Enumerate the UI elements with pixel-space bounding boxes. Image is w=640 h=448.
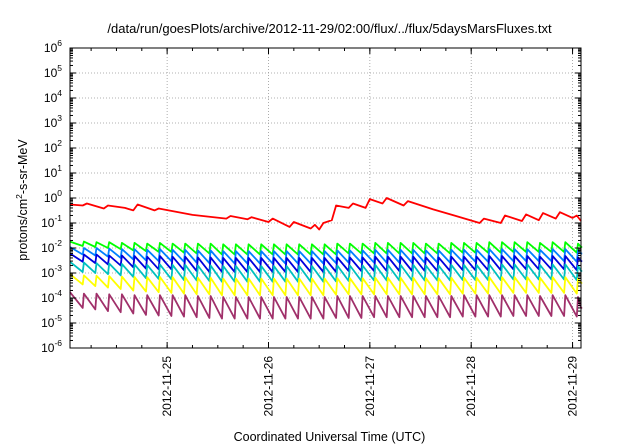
y-tick-label: 10-2 <box>41 238 62 255</box>
chart-title: /data/run/goesPlots/archive/2012-11-29/0… <box>107 21 552 36</box>
y-axis-label: protons/cm2-s-sr-MeV <box>14 139 30 261</box>
y-tick-label: 105 <box>44 63 62 80</box>
y-axis-label-sup: 2 <box>14 194 24 199</box>
y-tick-label: 101 <box>44 163 62 180</box>
y-tick-label: 103 <box>44 113 62 130</box>
y-tick-label: 10-1 <box>41 213 62 230</box>
grid-lines <box>70 48 581 348</box>
x-tick-label: 2012-11-27 <box>363 356 377 417</box>
y-tick-label: 100 <box>44 188 62 205</box>
y-tick-label: 102 <box>44 138 62 155</box>
x-tick-label: 2012-11-28 <box>464 356 478 417</box>
series-line-5 <box>69 261 583 283</box>
y-tick-label: 10-6 <box>41 338 62 355</box>
series-line-6 <box>69 273 583 297</box>
x-tick-label: 2012-11-29 <box>566 356 580 417</box>
x-tick-label: 2012-11-25 <box>160 356 174 417</box>
y-tick-label: 104 <box>44 88 62 105</box>
y-tick-label: 106 <box>44 38 62 55</box>
y-tick-label: 10-5 <box>41 313 62 330</box>
series-lines <box>69 197 583 320</box>
y-tick-label: 10-3 <box>41 263 62 280</box>
y-axis-label-base: protons/cm <box>16 199 30 261</box>
series-line-7 <box>69 291 583 320</box>
series-line-1 <box>69 197 582 231</box>
x-tick-label: 2012-11-26 <box>261 356 275 417</box>
axis-ticks: 10-6 10-5 10-4 10-3 10-2 10-1 100 101 102 103 104 1… <box>41 38 581 417</box>
x-axis-label: Coordinated Universal Time (UTC) <box>234 430 426 444</box>
y-tick-label: 10-4 <box>41 288 62 305</box>
y-axis-label-rest: -s-sr-MeV <box>16 139 30 195</box>
